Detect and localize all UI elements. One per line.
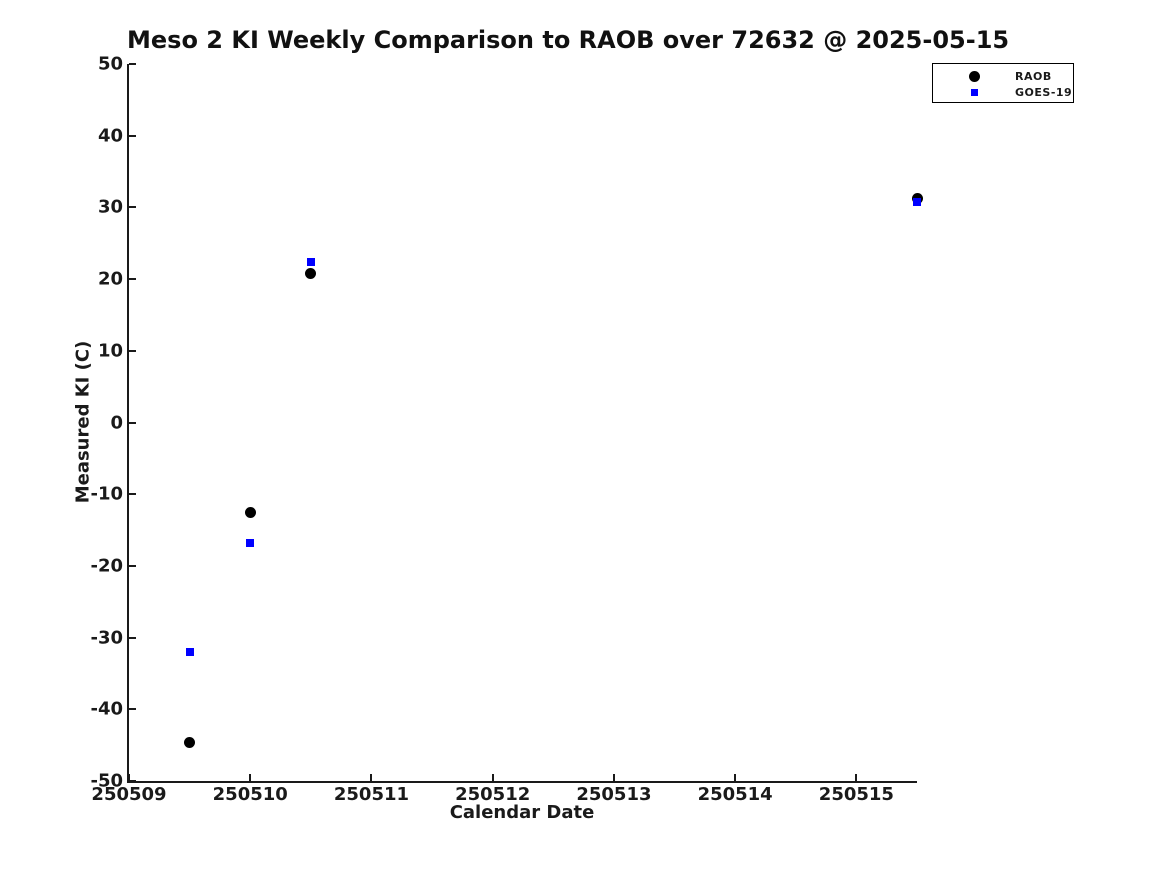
x-tick-label: 250510: [212, 784, 288, 805]
legend-item-goes-19: GOES-19: [933, 84, 1073, 100]
x-tick-label: 250514: [697, 784, 773, 805]
y-tick-label: 20: [97, 268, 123, 290]
x-tick-label: 250509: [91, 784, 167, 805]
data-point-raob: [244, 507, 256, 519]
y-tick-mark: [129, 564, 136, 567]
y-tick-mark: [129, 349, 136, 352]
goes-19-square-icon: [970, 88, 978, 96]
y-tick-label: -40: [90, 698, 123, 720]
legend-marker-box: [933, 70, 1015, 82]
y-tick-mark: [129, 206, 136, 209]
data-point-goes-19: [185, 647, 194, 656]
x-tick-mark: [370, 774, 373, 781]
y-tick-label: 30: [97, 196, 123, 218]
plot-area: [127, 64, 917, 783]
data-point-goes-19: [246, 538, 255, 547]
y-tick-label: -20: [90, 555, 123, 577]
y-tick-mark: [129, 780, 136, 782]
y-tick-mark: [129, 493, 136, 496]
y-tick-label: 10: [97, 340, 123, 362]
x-tick-mark: [128, 774, 130, 781]
data-point-raob: [305, 267, 317, 279]
legend-item-raob: RAOB: [933, 68, 1073, 84]
data-point-goes-19: [913, 198, 921, 207]
x-tick-label: 250515: [818, 784, 894, 805]
y-tick-label: -50: [90, 770, 123, 792]
y-tick-mark: [129, 134, 136, 137]
x-tick-label: 250512: [455, 784, 531, 805]
chart-title: Meso 2 KI Weekly Comparison to RAOB over…: [127, 26, 1010, 54]
x-tick-mark: [612, 774, 615, 781]
legend-label-raob: RAOB: [1015, 69, 1052, 83]
raob-circle-icon: [968, 70, 980, 82]
y-tick-label: 40: [97, 125, 123, 147]
legend-marker-box: [933, 88, 1015, 96]
y-tick-label: 0: [110, 412, 123, 433]
x-tick-label: 250511: [333, 784, 410, 805]
x-tick-mark: [855, 774, 858, 781]
data-point-raob: [184, 736, 196, 748]
x-axis-label: Calendar Date: [449, 802, 595, 823]
legend: RAOB GOES-19: [932, 63, 1074, 103]
x-tick-mark: [491, 774, 494, 781]
y-tick-label: -30: [90, 627, 123, 649]
y-tick-mark: [129, 708, 136, 711]
y-tick-label: -10: [90, 483, 123, 505]
y-tick-mark: [129, 63, 136, 65]
x-tick-mark: [734, 774, 737, 781]
y-tick-mark: [129, 636, 136, 639]
data-point-goes-19: [306, 257, 315, 266]
legend-label-goes-19: GOES-19: [1015, 85, 1073, 99]
y-tick-mark: [129, 278, 136, 281]
x-tick-label: 250513: [576, 784, 652, 805]
y-axis-label: Measured KI (C): [72, 340, 94, 504]
x-tick-mark: [249, 774, 252, 781]
y-tick-label: 50: [97, 53, 123, 75]
y-tick-mark: [129, 421, 136, 424]
